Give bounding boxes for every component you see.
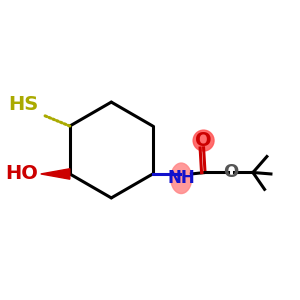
Text: O: O: [224, 164, 239, 181]
Polygon shape: [41, 169, 70, 179]
Circle shape: [193, 130, 214, 151]
Text: O: O: [195, 131, 212, 150]
Text: HS: HS: [8, 94, 39, 113]
Text: NH: NH: [167, 169, 195, 187]
Text: HO: HO: [5, 164, 38, 184]
Ellipse shape: [171, 163, 192, 194]
